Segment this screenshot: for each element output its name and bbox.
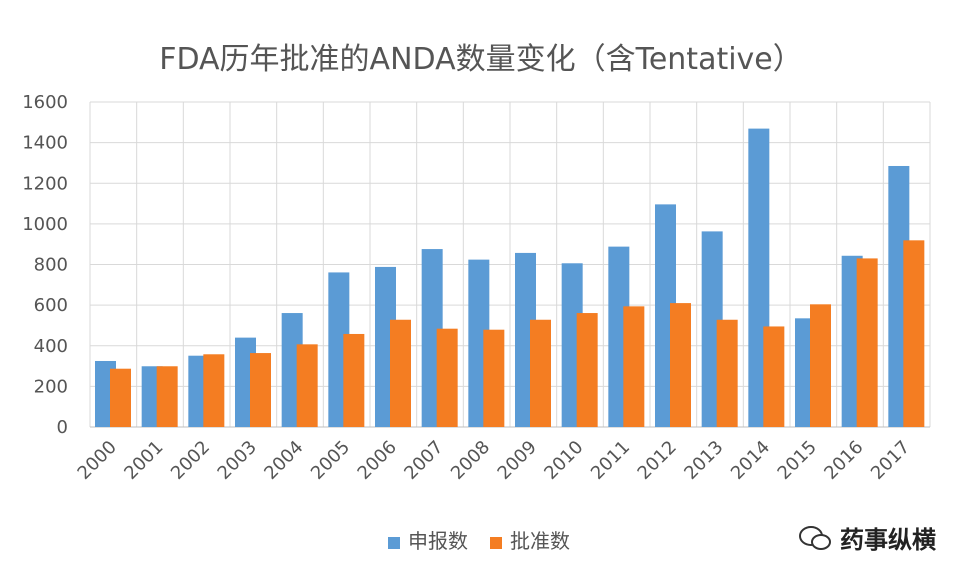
x-tick-label: 2014 (727, 437, 774, 484)
y-tick-label: 1600 (22, 92, 68, 113)
bar-approved-2010 (576, 313, 598, 427)
x-tick-label: 2000 (74, 437, 121, 484)
bar-approved-2002 (203, 354, 225, 427)
x-tick-label: 2013 (680, 437, 727, 484)
x-tick-label: 2009 (494, 437, 541, 484)
bar-approved-2011 (623, 306, 645, 427)
x-tick-label: 2001 (120, 437, 167, 484)
bar-approved-2014 (763, 326, 785, 427)
bar-approved-2008 (483, 329, 505, 427)
watermark: 药事纵横 (798, 520, 936, 555)
y-tick-label: 0 (57, 417, 68, 438)
watermark-text: 药事纵横 (840, 526, 936, 554)
bar-approved-2016 (856, 258, 878, 427)
x-tick-label: 2008 (447, 437, 494, 484)
x-tick-label: 2004 (260, 437, 307, 484)
x-tick-label: 2017 (867, 437, 914, 484)
bar-approved-2015 (810, 304, 831, 427)
x-tick-label: 2007 (400, 437, 447, 484)
x-tick-label: 2003 (214, 437, 261, 484)
legend: 申报数 批准数 (388, 525, 570, 554)
legend-swatch-orange (490, 536, 502, 549)
x-tick-label: 2011 (587, 437, 634, 484)
bar-approved-2004 (296, 344, 318, 427)
wechat-icon (799, 525, 831, 550)
y-tick-label: 800 (34, 255, 68, 276)
x-tick-label: 2002 (167, 437, 214, 484)
bar-approved-2012 (670, 303, 691, 427)
chart-title: FDA历年批准的ANDA数量变化（含Tentative） (159, 42, 803, 77)
y-tick-label: 600 (34, 295, 68, 316)
legend-item-0: 申报数 (388, 525, 468, 554)
x-tick-label: 2012 (634, 437, 681, 484)
x-tick-label: 2016 (820, 437, 867, 484)
bar-approved-2013 (716, 319, 738, 427)
bar-approved-2007 (436, 328, 458, 427)
legend-label: 申报数 (408, 529, 468, 553)
y-tick-label: 1400 (22, 133, 68, 154)
y-tick-label: 1000 (22, 214, 68, 235)
x-tick-label: 2010 (540, 437, 587, 484)
bar-approved-2005 (343, 333, 365, 427)
x-tick-label: 2006 (354, 437, 401, 484)
legend-item-1: 批准数 (490, 525, 570, 554)
bar-approved-2009 (530, 319, 551, 427)
bar-approved-2006 (390, 319, 411, 427)
bar-approved-2017 (903, 240, 925, 427)
bar-approved-2000 (110, 368, 131, 427)
y-tick-label: 1200 (22, 173, 68, 194)
legend-label: 批准数 (510, 529, 570, 553)
bar-approved-2001 (156, 366, 178, 427)
legend-swatch-blue (388, 536, 400, 549)
y-tick-label: 400 (34, 336, 68, 357)
x-tick-label: 2005 (307, 437, 354, 484)
x-tick-label: 2015 (774, 437, 821, 484)
bar-approved-2003 (250, 353, 271, 427)
y-tick-label: 200 (34, 376, 68, 397)
